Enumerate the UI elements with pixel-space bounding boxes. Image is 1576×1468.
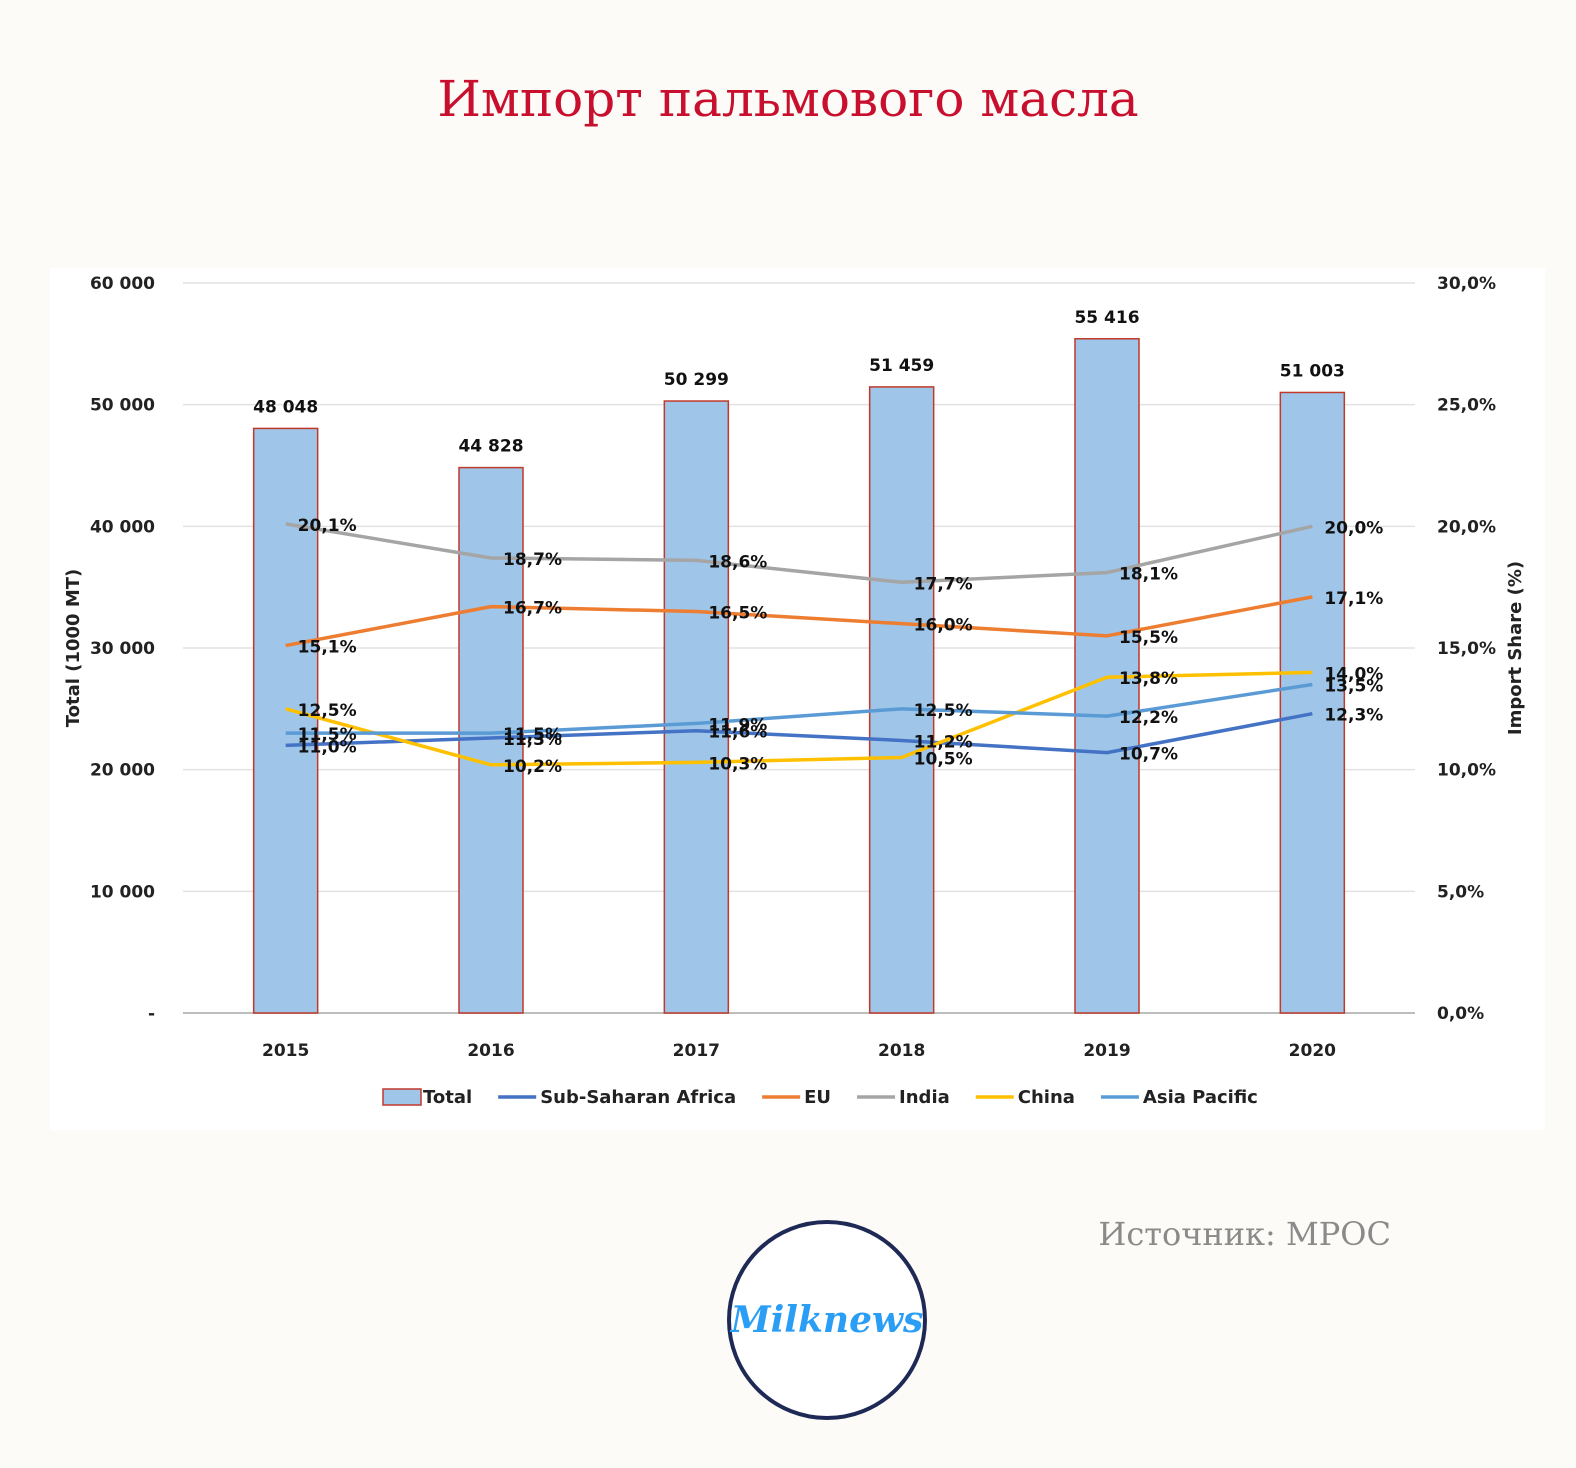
series-data-label: 16,7% [503,599,562,619]
y-right-tick-label: 10,0% [1437,761,1496,781]
logo-text: Milknews [730,1299,924,1341]
legend-swatch-total [382,1088,422,1106]
series-data-label: 13,5% [1324,677,1383,697]
series-data-label: 11,9% [708,715,767,735]
x-tick-label: 2015 [262,1041,309,1061]
y-left-tick-label: 20 000 [90,761,155,781]
x-tick-label: 2017 [673,1041,720,1061]
series-data-label: 10,3% [708,754,767,774]
series-data-label: 16,0% [914,616,973,636]
x-tick-label: 2019 [1083,1041,1130,1061]
y-left-axis-title: Total (1000 MT) [63,569,84,727]
y-left-tick-label: 60 000 [90,274,155,294]
bar-value-label: 51 459 [869,356,934,376]
chart-card: - 0,0% 10 000 5,0% 20 000 10,0% 30 000 15,0% 40 … [50,268,1545,1130]
y-right-tick-label: 5,0% [1437,882,1484,902]
legend-label: Asia Pacific [1143,1087,1258,1108]
series-data-label: 11,3% [503,730,562,750]
bar-value-label: 51 003 [1280,361,1345,381]
y-right-tick-label: 0,0% [1437,1004,1484,1024]
y-right-tick-label: 25,0% [1437,396,1496,416]
bar-value-label: 44 828 [458,437,523,457]
series-data-label: 12,3% [1324,706,1383,726]
series-line [285,670,1313,767]
series-data-label: 20,0% [1324,518,1383,538]
bar-total [868,386,935,1014]
bar-value-label: 55 416 [1074,308,1139,328]
series-data-label: 13,8% [1119,669,1178,689]
legend-label: Sub-Saharan Africa [540,1087,736,1108]
x-tick-label: 2016 [467,1041,514,1061]
milknews-logo: Milknews [727,1220,927,1420]
bar-total [1279,391,1346,1014]
legend-label: Total [423,1087,472,1108]
series-data-label: 11,5% [298,725,357,745]
series-data-label: 12,5% [298,701,357,721]
series-line [285,711,1313,755]
series-data-label: 18,6% [708,552,767,572]
y-left-tick-label: 10 000 [90,882,155,902]
series-data-label: 10,5% [914,750,973,770]
series-line [285,682,1313,735]
page-title: Импорт пальмового масла [437,70,1139,128]
bar-value-label: 50 299 [664,370,729,390]
series-data-label: 15,5% [1119,628,1178,648]
legend-label: India [899,1087,950,1108]
series-data-label: 14,0% [1324,664,1383,684]
legend-label: EU [804,1087,831,1108]
y-right-tick-label: 15,0% [1437,639,1496,659]
y-left-tick-label: 50 000 [90,396,155,416]
y-left-tick-label: 40 000 [90,517,155,537]
source-text: Источник: MPOC [1098,1215,1391,1253]
series-data-label: 12,2% [1119,708,1178,728]
palm-oil-import-chart: - 0,0% 10 000 5,0% 20 000 10,0% 30 000 15,0% 40 … [63,274,1526,1108]
series-data-label: 11,5% [503,725,562,745]
series-line [285,595,1313,648]
x-tick-label: 2020 [1289,1041,1336,1061]
y-right-tick-label: 20,0% [1437,517,1496,537]
series-line [285,522,1313,585]
bar-total [663,400,730,1014]
y-right-axis-title: Import Share (%) [1505,561,1526,735]
series-data-label: 18,1% [1119,565,1178,585]
series-data-label: 12,5% [914,701,973,721]
series-data-label: 18,7% [503,550,562,570]
series-data-label: 11,2% [914,732,973,752]
y-left-tick-label: 30 000 [90,639,155,659]
y-left-tick-label: - [148,1004,155,1024]
series-data-label: 10,7% [1119,745,1178,765]
bar-value-label: 48 048 [253,397,318,417]
series-data-label: 11,6% [708,723,767,743]
legend-label: China [1018,1087,1075,1108]
series-data-label: 15,1% [298,638,357,658]
y-right-tick-label: 30,0% [1437,274,1496,294]
series-data-label: 16,5% [708,604,767,624]
x-tick-label: 2018 [878,1041,925,1061]
series-data-label: 17,7% [914,574,973,594]
series-data-label: 11,0% [298,737,357,757]
series-data-label: 10,2% [503,757,562,777]
series-data-label: 20,1% [298,516,357,536]
series-data-label: 17,1% [1324,589,1383,609]
